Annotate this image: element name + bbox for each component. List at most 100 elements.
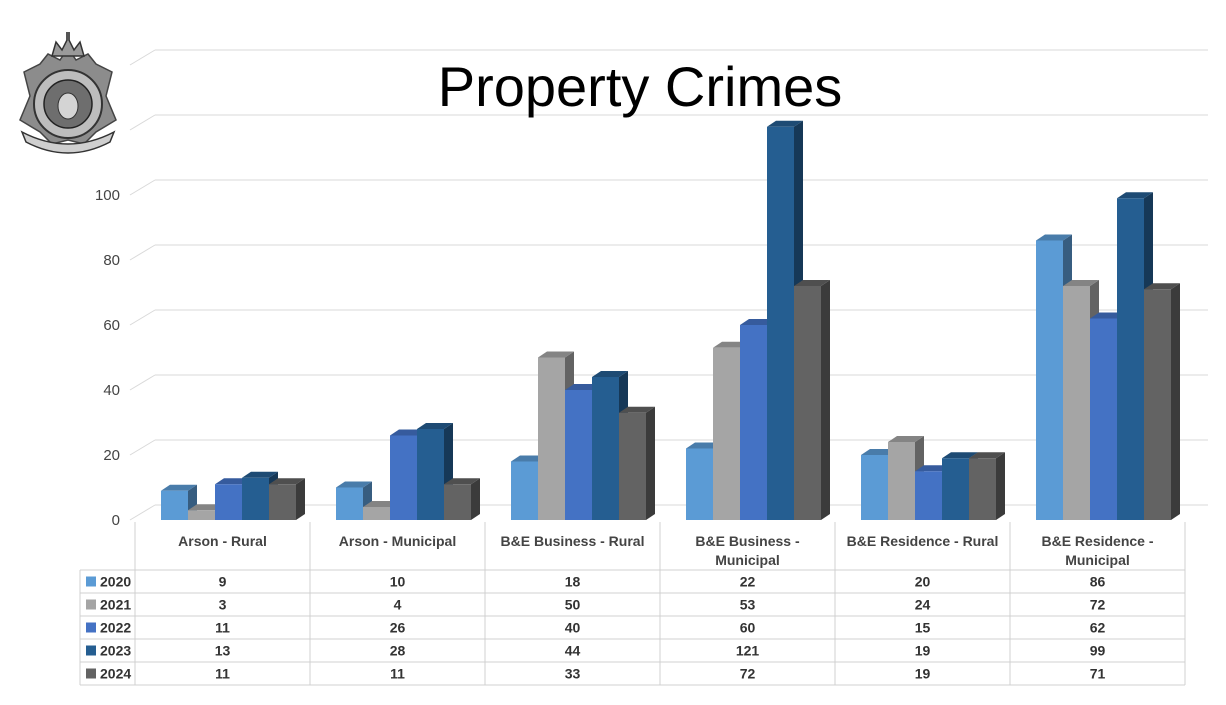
bar-front	[713, 347, 740, 520]
category-label: B&E Business -	[695, 533, 800, 549]
bar-top	[767, 120, 803, 127]
gridline-depth	[129, 309, 156, 326]
gridline-depth	[129, 114, 156, 131]
bar-front	[740, 325, 767, 520]
y-axis-ticks: 0 20 40 60 80 100	[95, 187, 120, 529]
legend-label: 2022	[100, 620, 131, 636]
bar-top	[269, 478, 305, 485]
bar-front	[363, 507, 390, 520]
legend-label: 2021	[100, 597, 131, 613]
table-cell: 33	[565, 666, 581, 682]
motto-ribbon	[20, 130, 116, 154]
bar-top	[538, 351, 574, 358]
table-cell: 99	[1090, 643, 1106, 659]
bar-front	[538, 357, 565, 520]
bar-top	[969, 452, 1005, 459]
bar-front	[592, 377, 619, 520]
bar-front	[1117, 198, 1144, 520]
bar	[444, 478, 480, 520]
bar-front	[767, 126, 794, 520]
bar-front	[1036, 240, 1063, 520]
bar-side	[471, 478, 480, 520]
chart-title: Property Crimes	[438, 55, 843, 118]
bars	[161, 120, 1180, 520]
bar	[417, 423, 453, 520]
legend-key	[86, 599, 96, 610]
bar-front	[242, 477, 269, 520]
gridline-depth	[129, 49, 156, 66]
bar-front	[888, 442, 915, 520]
bar-front	[390, 435, 417, 520]
table-cell: 28	[390, 643, 406, 659]
bar-front	[619, 412, 646, 520]
bar	[336, 481, 372, 520]
bar-front	[794, 286, 821, 520]
category-label: Arson - Rural	[178, 533, 267, 549]
bar-front	[417, 429, 444, 520]
bar-top	[1117, 192, 1153, 199]
table-cell: 50	[565, 597, 581, 613]
data-table: Arson - Rural Arson - Municipal B&E Busine…	[79, 522, 1186, 686]
bar	[969, 452, 1005, 520]
gridline-depth	[129, 504, 156, 521]
table-cell: 11	[390, 666, 405, 682]
legend-key	[86, 645, 96, 656]
rcmp-crest-icon	[19, 32, 117, 154]
y-tick-label: 40	[103, 382, 120, 399]
bar-side	[821, 280, 830, 520]
legend-label: 2024	[100, 666, 131, 682]
table-cell: 20	[915, 574, 931, 590]
bar-top	[444, 478, 480, 485]
bar-front	[969, 458, 996, 520]
bar	[1117, 192, 1153, 520]
bar-front	[1090, 318, 1117, 520]
table-cell: 121	[736, 643, 760, 659]
bar-top	[942, 452, 978, 459]
category-label: Municipal	[715, 552, 780, 568]
bar-front	[1063, 286, 1090, 520]
bar-top	[336, 481, 372, 488]
table-cell: 40	[565, 620, 581, 636]
table-cell: 10	[390, 574, 406, 590]
bar	[619, 406, 655, 520]
bar-side	[646, 406, 655, 520]
bar-top	[1036, 234, 1072, 241]
bar-top	[1144, 283, 1180, 290]
gridline-depth	[129, 244, 156, 261]
crown-cross	[66, 32, 70, 40]
bar-front	[511, 461, 538, 520]
table-cell: 72	[740, 666, 756, 682]
bar	[794, 280, 830, 520]
table-cell: 26	[390, 620, 406, 636]
table-cell: 24	[915, 597, 931, 613]
y-tick-label: 0	[112, 512, 120, 529]
category-label: B&E Residence - Rural	[847, 533, 999, 549]
bar-front	[1144, 289, 1171, 520]
table-cell: 86	[1090, 574, 1106, 590]
legend-key	[86, 622, 96, 633]
y-tick-label: 20	[103, 447, 120, 464]
category-label: Arson - Municipal	[339, 533, 456, 549]
crown	[51, 36, 85, 57]
y-tick-label: 100	[95, 187, 120, 204]
bar-top	[161, 484, 197, 491]
table-cell: 19	[915, 666, 931, 682]
bar-front	[161, 490, 188, 520]
bar-top	[242, 471, 278, 478]
gridline-depth	[129, 179, 156, 196]
category-label: Municipal	[1065, 552, 1130, 568]
table-cell: 11	[215, 620, 230, 636]
category-label: B&E Residence -	[1041, 533, 1153, 549]
table-cell: 60	[740, 620, 756, 636]
table-cell: 72	[1090, 597, 1106, 613]
legend-label: 2020	[100, 574, 131, 590]
bar-top	[619, 406, 655, 413]
legend-key	[86, 668, 96, 679]
bar-top	[794, 280, 830, 286]
legend-key	[86, 576, 96, 587]
y-tick-label: 80	[103, 252, 120, 269]
gridline-depth	[129, 439, 156, 456]
gridline-depth	[129, 374, 156, 391]
bar	[161, 484, 197, 520]
